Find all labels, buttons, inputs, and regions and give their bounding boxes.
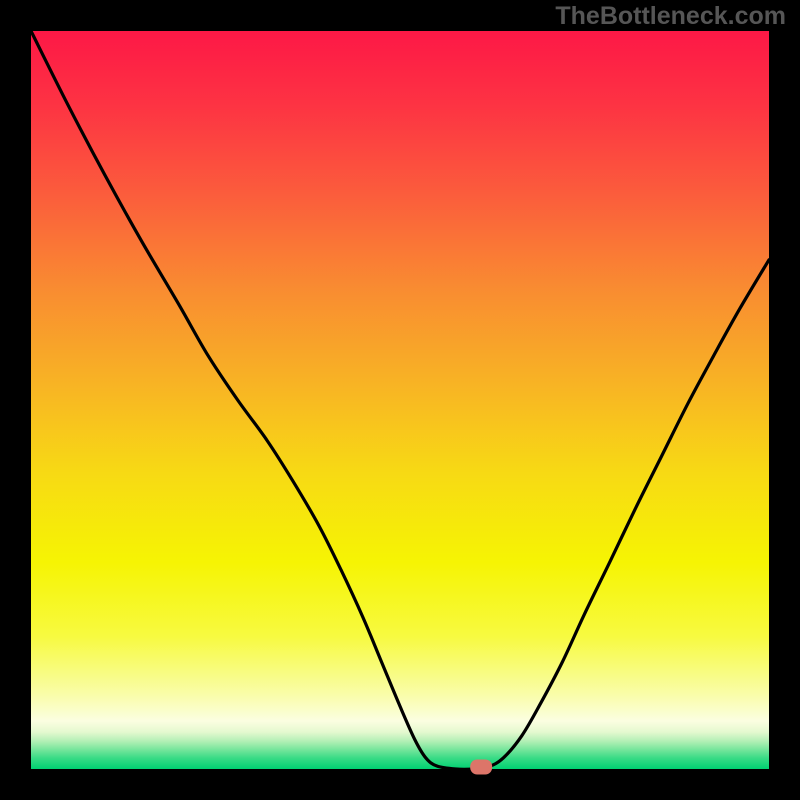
- gradient-background: [31, 31, 769, 769]
- watermark-text: TheBottleneck.com: [555, 2, 786, 31]
- optimal-marker: [470, 760, 492, 775]
- chart-container: TheBottleneck.com: [0, 0, 800, 800]
- bottleneck-chart: [0, 0, 800, 800]
